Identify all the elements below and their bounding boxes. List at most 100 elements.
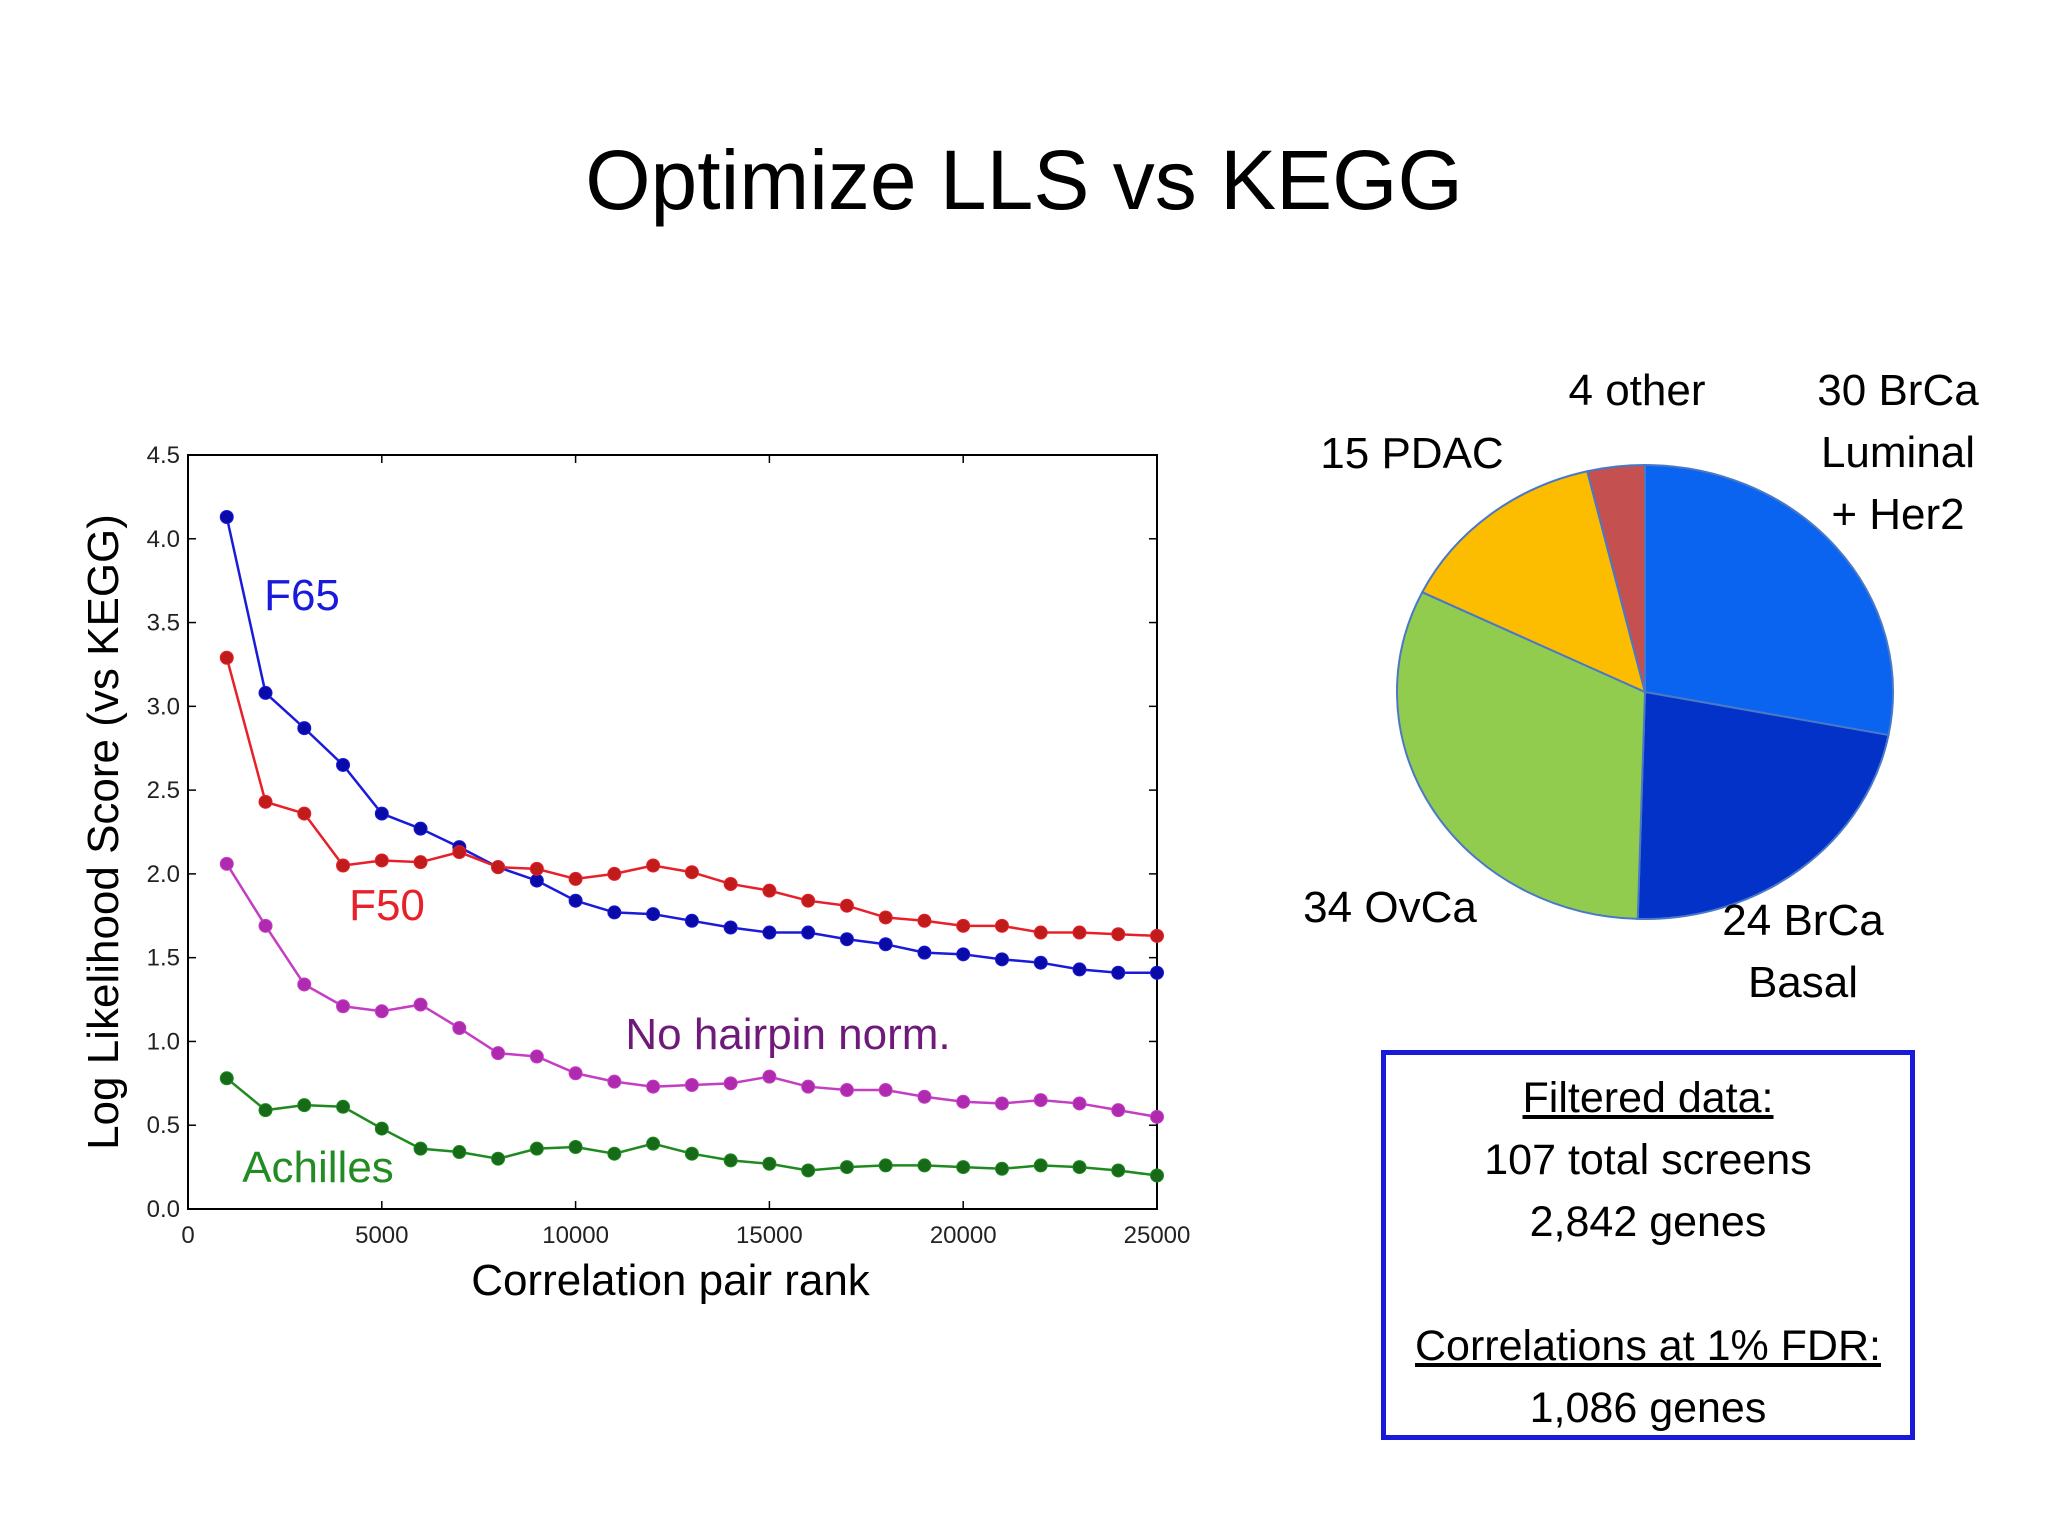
data-point — [684, 913, 699, 928]
data-point — [374, 806, 389, 821]
x-axis-label: Correlation pair rank — [471, 1256, 871, 1305]
data-point — [568, 1066, 583, 1081]
pie-slice — [1420, 470, 1647, 694]
data-point — [1072, 962, 1087, 977]
pie-label-line: 15 PDAC — [1320, 429, 1503, 478]
data-point — [1033, 955, 1048, 970]
data-point — [762, 1156, 777, 1171]
data-point — [994, 952, 1009, 967]
data-point — [297, 1098, 312, 1113]
data-point — [839, 932, 854, 947]
data-point — [646, 858, 661, 873]
data-point — [491, 1151, 506, 1166]
data-point — [1150, 1168, 1164, 1183]
total-screens-text: 107 total screens — [1484, 1136, 1812, 1184]
data-point — [568, 893, 583, 908]
data-point — [801, 893, 816, 908]
data-point — [994, 1161, 1009, 1176]
data-point — [297, 806, 312, 821]
x-tick-label: 20000 — [930, 1222, 997, 1249]
data-point — [956, 918, 971, 933]
data-point — [762, 925, 777, 940]
data-point — [723, 876, 738, 891]
gene-count-text: 2,842 genes — [1529, 1198, 1767, 1246]
data-point — [1111, 965, 1126, 980]
data-point — [994, 1096, 1009, 1111]
data-point — [336, 858, 351, 873]
data-point — [258, 685, 273, 700]
data-point — [529, 861, 544, 876]
data-point — [801, 1079, 816, 1094]
y-tick-label: 4.0 — [147, 526, 180, 553]
data-point — [801, 1163, 816, 1178]
data-point — [723, 1076, 738, 1091]
y-tick-label: 4.5 — [147, 442, 180, 469]
series-label: F50 — [349, 881, 425, 930]
data-point — [878, 1083, 893, 1098]
data-point — [258, 794, 273, 809]
y-tick-label: 1.5 — [147, 945, 180, 972]
x-tick-label: 25000 — [1124, 1222, 1191, 1249]
data-point — [336, 999, 351, 1014]
data-point — [1033, 925, 1048, 940]
data-point — [878, 937, 893, 952]
pie-slice-label: 24 BrCa Basal — [1722, 896, 1884, 1007]
data-point — [1072, 1096, 1087, 1111]
data-point — [452, 845, 467, 860]
data-point — [956, 1094, 971, 1109]
data-point — [839, 1160, 854, 1175]
data-point — [413, 997, 428, 1012]
data-point — [219, 509, 234, 524]
data-point — [956, 1160, 971, 1175]
data-point — [917, 945, 932, 960]
pie-label-line: 4 other — [1569, 366, 1706, 415]
pie-chart: 30 BrCa Luminal + Her2 24 BrCa Basal 34 OvCa 1… — [1303, 366, 1979, 1007]
pie-slice-label: 15 PDAC — [1320, 429, 1503, 478]
data-point — [762, 1069, 777, 1084]
data-point — [452, 1021, 467, 1036]
data-point — [219, 856, 234, 871]
data-point — [839, 1083, 854, 1098]
data-point — [258, 918, 273, 933]
data-point — [646, 1079, 661, 1094]
pie-slice-label: 34 OvCa — [1303, 883, 1477, 932]
data-point — [723, 1153, 738, 1168]
data-point — [917, 913, 932, 928]
data-point — [1033, 1093, 1048, 1108]
slide-title: Optimize LLS vs KEGG — [585, 133, 1463, 227]
pie-label-line: 34 OvCa — [1303, 883, 1477, 932]
series-f65 — [219, 509, 1164, 980]
data-point — [1111, 1103, 1126, 1118]
data-point — [1150, 1109, 1164, 1124]
data-point — [607, 1146, 622, 1161]
data-point — [374, 1121, 389, 1136]
data-point — [607, 1074, 622, 1089]
data-point — [723, 920, 738, 935]
data-point — [568, 871, 583, 886]
data-point — [336, 757, 351, 772]
data-point — [762, 883, 777, 898]
pie-label-line: Luminal — [1821, 428, 1975, 477]
pie-slice — [1586, 463, 1646, 693]
fdr-gene-count-text: 1,086 genes — [1529, 1384, 1767, 1432]
plot-frame — [187, 454, 1158, 1210]
series-f50 — [219, 650, 1164, 943]
pie-slice-label: 30 BrCa Luminal + Her2 — [1817, 366, 1979, 539]
series-label: Achilles — [242, 1143, 394, 1192]
data-point — [491, 1046, 506, 1061]
x-tick-label: 5000 — [355, 1222, 408, 1249]
pie-slice — [1644, 463, 1894, 737]
data-point — [529, 1141, 544, 1156]
data-point — [219, 1071, 234, 1086]
y-tick-label: 2.0 — [147, 861, 180, 888]
y-tick-label: 0.0 — [147, 1196, 180, 1223]
data-point — [646, 1136, 661, 1151]
series-label: No hairpin norm. — [625, 1010, 950, 1059]
pie-label-line: 24 BrCa — [1722, 896, 1884, 945]
y-tick-label: 2.5 — [147, 777, 180, 804]
data-point — [839, 898, 854, 913]
y-tick-label: 3.5 — [147, 610, 180, 637]
data-point — [917, 1089, 932, 1104]
data-point — [297, 721, 312, 736]
data-point — [917, 1158, 932, 1173]
